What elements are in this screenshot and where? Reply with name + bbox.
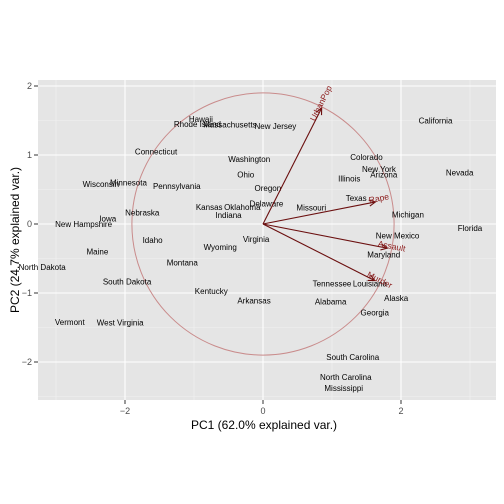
state-label-ohio: Ohio <box>237 170 254 179</box>
state-label-washington: Washington <box>228 155 270 164</box>
state-label-alabama: Alabama <box>315 297 347 306</box>
state-label-colorado: Colorado <box>350 153 383 162</box>
state-label-georgia: Georgia <box>361 308 390 317</box>
x-tick-label: −2 <box>120 406 130 416</box>
state-label-pennsylvania: Pennsylvania <box>153 182 201 191</box>
state-label-idaho: Idaho <box>143 236 164 245</box>
state-label-north-carolina: North Carolina <box>320 373 372 382</box>
state-label-oregon: Oregon <box>254 184 281 193</box>
state-label-virginia: Virginia <box>243 235 270 244</box>
state-label-montana: Montana <box>167 259 199 268</box>
state-label-nevada: Nevada <box>446 168 474 177</box>
state-label-missouri: Missouri <box>296 203 326 212</box>
state-label-texas: Texas <box>346 194 367 203</box>
y-tick-label: −2 <box>22 357 32 367</box>
y-tick-label: −1 <box>22 288 32 298</box>
state-label-nebraska: Nebraska <box>125 208 160 217</box>
state-label-california: California <box>419 117 453 126</box>
state-label-arkansas: Arkansas <box>237 297 270 306</box>
state-label-kentucky: Kentucky <box>195 287 228 296</box>
state-label-new-hampshire: New Hampshire <box>55 220 112 229</box>
x-axis-ticks: −2 0 2 <box>120 400 404 416</box>
y-axis-title: PC2 (24.7% explained var.) <box>8 167 22 313</box>
y-tick-label: 1 <box>27 150 32 160</box>
state-label-minnesota: Minnesota <box>110 179 147 188</box>
state-label-indiana: Indiana <box>215 211 242 220</box>
y-axis-ticks: −2 −1 0 1 2 <box>22 81 38 367</box>
state-label-alaska: Alaska <box>384 294 409 303</box>
state-label-maine: Maine <box>87 248 109 257</box>
state-label-south-dakota: South Dakota <box>103 277 152 286</box>
state-label-tennessee: Tennessee <box>313 279 352 288</box>
state-label-massachusetts: Massachusetts <box>203 121 256 130</box>
state-label-new-jersey: New Jersey <box>255 122 297 131</box>
state-label-michigan: Michigan <box>392 210 424 219</box>
state-label-connecticut: Connecticut <box>135 148 178 157</box>
state-label-illinois: Illinois <box>338 174 360 183</box>
state-label-south-carolina: South Carolina <box>326 353 379 362</box>
x-tick-label: 2 <box>398 406 403 416</box>
state-label-florida: Florida <box>458 224 483 233</box>
y-tick-label: 0 <box>27 219 32 229</box>
state-label-mississippi: Mississippi <box>324 384 363 393</box>
state-label-wyoming: Wyoming <box>204 243 237 252</box>
state-label-north-dakota: North Dakota <box>19 263 67 272</box>
x-axis-title: PC1 (62.0% explained var.) <box>191 418 337 432</box>
state-label-vermont: Vermont <box>55 318 86 327</box>
y-tick-label: 2 <box>27 81 32 91</box>
state-label-arizona: Arizona <box>370 170 398 179</box>
x-tick-label: 0 <box>260 406 265 416</box>
state-label-west-virginia: West Virginia <box>97 319 144 328</box>
